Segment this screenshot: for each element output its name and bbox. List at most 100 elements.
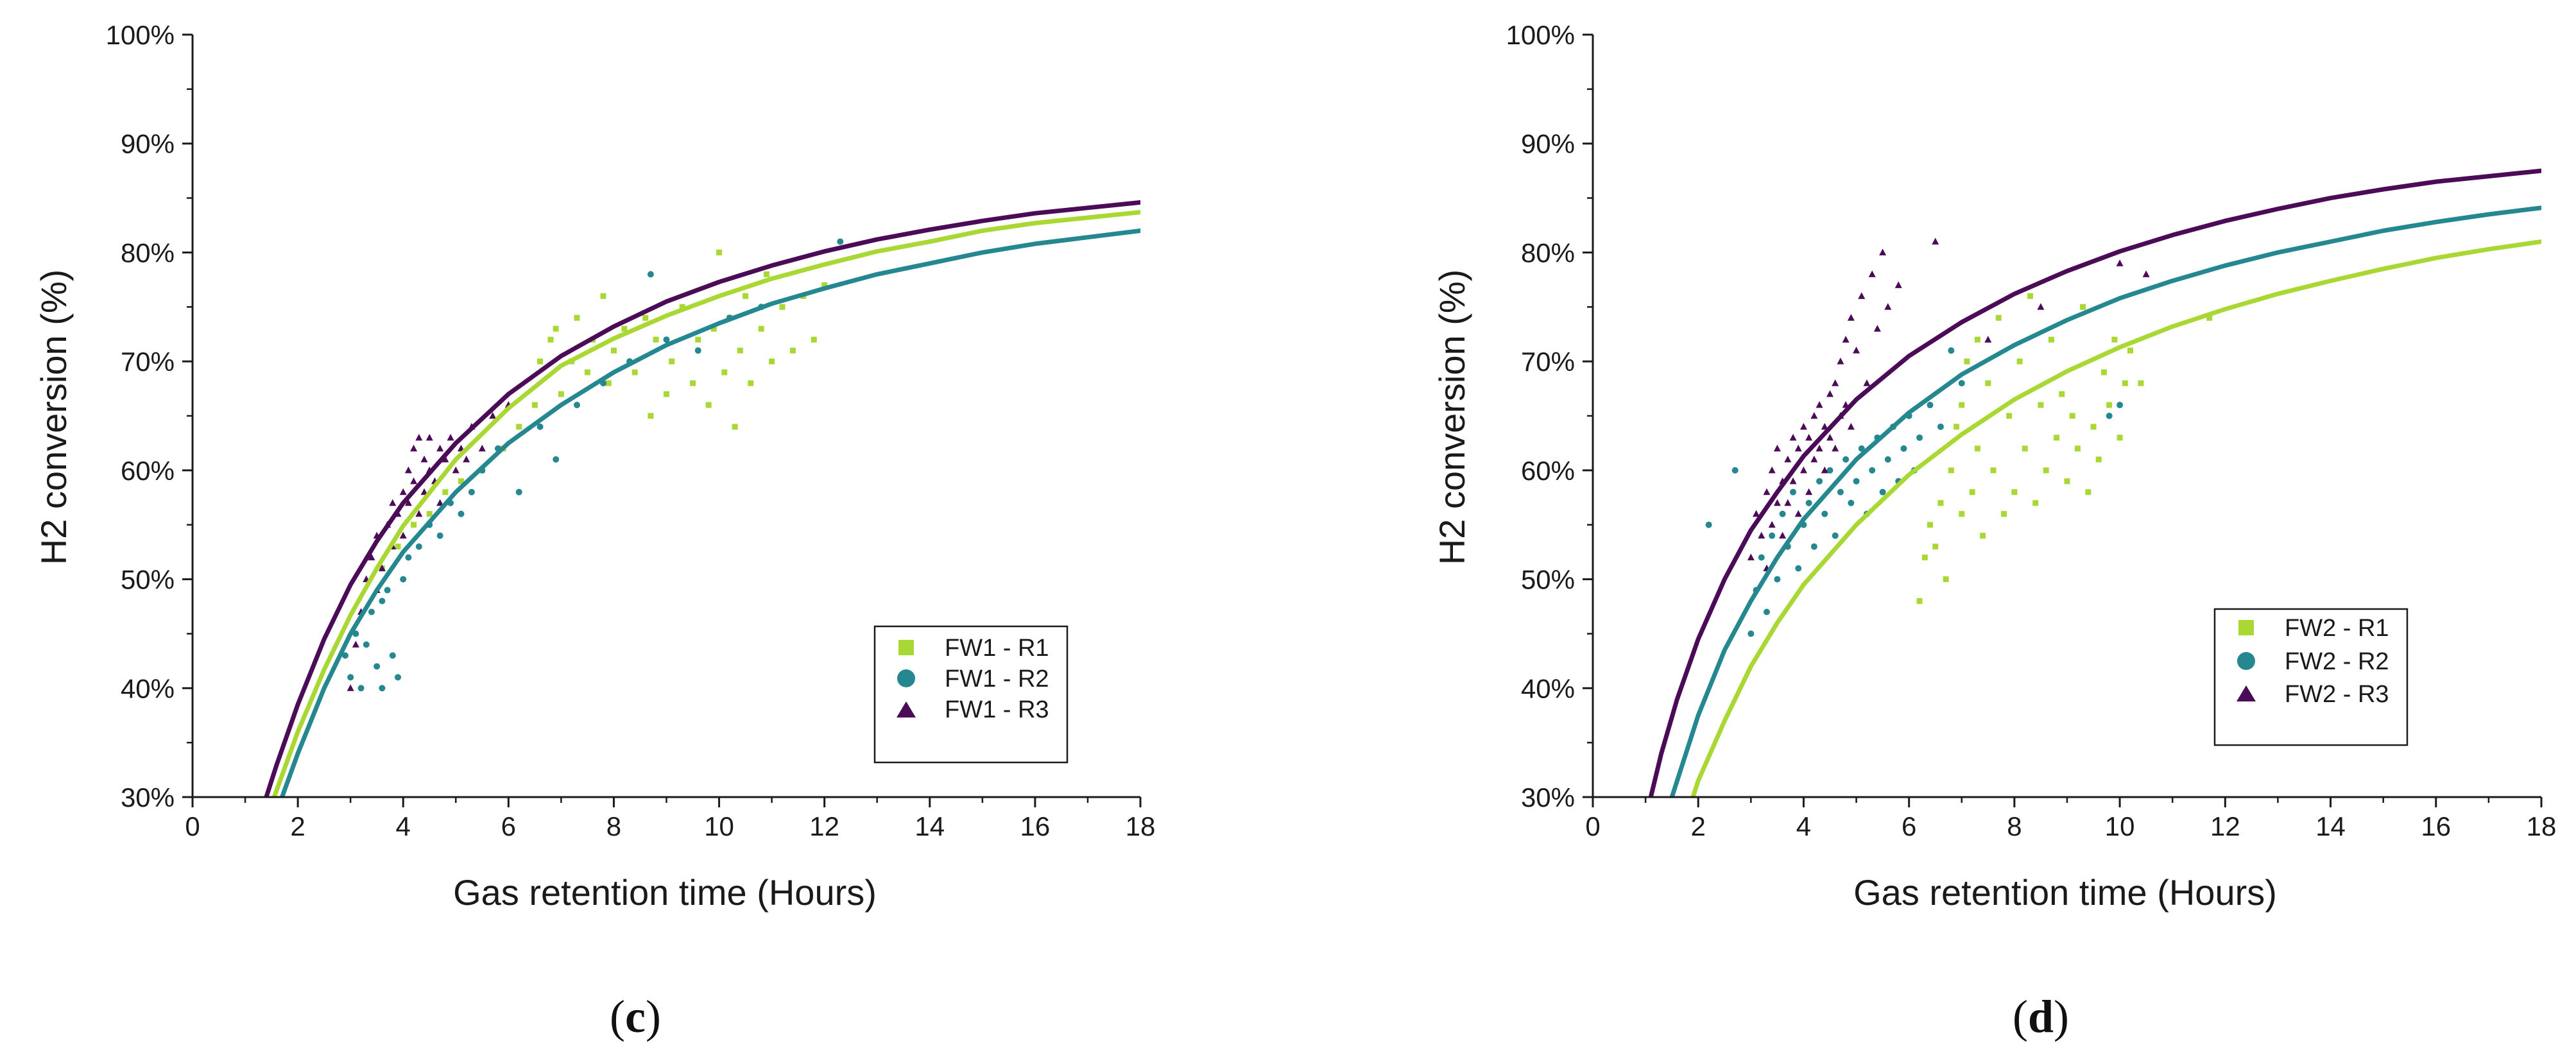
- data-point-fw2-r3: [1863, 379, 1871, 386]
- series-fw1-r1: [379, 249, 828, 572]
- data-point-fw2-r2: [1790, 488, 1797, 495]
- data-point-fw2-r3: [1768, 520, 1776, 528]
- data-point-fw2-r1: [2016, 358, 2023, 365]
- panel-d-chart: 0 2 4 6 8 10 12 14 16 18 30% 40% 50% 60% 70% 80% 90% 100%…: [1432, 20, 2556, 1042]
- data-point-fw2-r2: [1763, 608, 1770, 615]
- data-point-fw1-r2: [368, 608, 375, 615]
- data-point-fw1-r1: [705, 402, 712, 408]
- data-point-fw2-r3: [1799, 466, 1807, 474]
- data-point-fw1-r3: [436, 499, 444, 506]
- data-point-fw2-r1: [2106, 402, 2113, 408]
- y-tick-label: 30%: [1521, 782, 1575, 812]
- data-point-fw1-r1: [758, 325, 764, 332]
- data-point-fw2-r1: [2059, 391, 2065, 397]
- data-point-fw2-r1: [1927, 522, 1934, 528]
- x-tick-label: 14: [914, 811, 945, 841]
- data-point-fw2-r2: [2117, 402, 2124, 409]
- data-point-fw2-r3: [1773, 499, 1781, 506]
- data-point-fw1-r1: [732, 424, 738, 430]
- x-tick-label: 10: [704, 811, 734, 841]
- data-point-fw2-r3: [1879, 248, 1887, 255]
- data-point-fw2-r1: [2043, 467, 2049, 474]
- data-point-fw1-r2: [357, 685, 365, 692]
- data-point-fw2-r2: [1916, 434, 1923, 441]
- panel-c-legend: FW1 - R1 FW1 - R2 FW1 - R3: [873, 625, 1069, 764]
- data-point-fw2-r1: [2090, 424, 2097, 430]
- data-point-fw1-r1: [737, 347, 743, 354]
- data-point-fw1-r1: [690, 380, 696, 386]
- data-point-fw1-r2: [400, 576, 407, 583]
- x-tick-label: 6: [501, 811, 516, 841]
- data-point-fw1-r3: [420, 455, 428, 463]
- data-point-fw1-r1: [743, 293, 749, 299]
- data-point-fw1-r3: [347, 684, 354, 691]
- data-point-fw2-r3: [1826, 433, 1833, 441]
- data-point-fw2-r1: [2117, 434, 2123, 441]
- data-point-fw2-r3: [1847, 422, 1855, 430]
- data-point-fw1-r1: [458, 478, 464, 485]
- data-point-fw2-r2: [1769, 532, 1776, 539]
- data-point-fw1-r3: [352, 640, 359, 648]
- data-point-fw2-r3: [1768, 466, 1776, 474]
- data-point-fw2-r2: [1900, 445, 1907, 452]
- data-point-fw2-r3: [1821, 422, 1828, 430]
- data-point-fw2-r3: [1810, 412, 1818, 419]
- panel-d-caption: (d): [2013, 991, 2069, 1042]
- data-point-fw2-r1: [2048, 336, 2054, 343]
- data-point-fw2-r2: [1779, 510, 1786, 517]
- data-point-fw1-r3: [425, 433, 433, 441]
- panel-d-legend: FW2 - R1 FW2 - R2 FW2 - R3: [2213, 608, 2409, 746]
- data-point-fw2-r1: [2127, 347, 2134, 354]
- y-tick-label: 40%: [121, 673, 175, 703]
- data-point-fw2-r3: [1837, 357, 1844, 365]
- data-point-fw2-r2: [1821, 510, 1828, 517]
- data-point-fw2-r3: [1847, 314, 1855, 321]
- data-point-fw2-r2: [1747, 630, 1755, 637]
- data-point-fw1-r3: [410, 477, 418, 485]
- data-point-fw2-r3: [1805, 488, 1813, 495]
- data-point-fw2-r2: [1884, 456, 1891, 463]
- data-point-fw1-r1: [558, 391, 564, 397]
- panel-c-axes: 0 2 4 6 8 10 12 14 16 18 30% 40% 50% 60% 70% 80% 90% 100%: [106, 20, 1156, 841]
- data-point-fw2-r3: [1932, 237, 1939, 245]
- data-point-fw1-r1: [537, 358, 544, 365]
- data-point-fw1-r2: [341, 652, 348, 659]
- x-tick-label: 4: [1796, 811, 1811, 841]
- y-tick-label: 90%: [121, 129, 175, 159]
- x-tick-label: 6: [1902, 811, 1916, 841]
- data-point-fw2-r3: [1794, 510, 1802, 517]
- data-point-fw2-r3: [1805, 433, 1813, 441]
- data-point-fw1-r1: [605, 380, 612, 386]
- panel-d-y-axis-title: H2 conversion (%): [1432, 270, 1472, 565]
- data-point-fw2-r3: [1821, 466, 1828, 474]
- data-point-fw2-r1: [2095, 456, 2102, 463]
- data-point-fw1-r2: [574, 402, 581, 409]
- data-point-fw1-r1: [395, 544, 401, 550]
- data-point-fw2-r1: [2011, 489, 2018, 495]
- data-point-fw2-r3: [1784, 455, 1792, 463]
- data-point-fw2-r2: [1731, 467, 1739, 474]
- data-point-fw2-r1: [2022, 445, 2028, 452]
- data-point-fw2-r2: [1758, 554, 1765, 561]
- data-point-fw1-r1: [610, 347, 617, 354]
- data-point-fw2-r2: [1937, 423, 1944, 430]
- data-point-fw2-r2: [1832, 532, 1839, 539]
- y-tick-label: 30%: [121, 782, 175, 812]
- data-point-fw2-r3: [1794, 444, 1802, 452]
- data-point-fw1-r3: [378, 564, 386, 572]
- y-tick-label: 40%: [1521, 673, 1575, 703]
- panel-d-plot-area: [1648, 168, 2541, 797]
- data-point-fw1-r2: [415, 543, 422, 550]
- data-point-fw2-r3: [1789, 477, 1797, 485]
- data-point-fw1-r3: [404, 499, 412, 506]
- data-point-fw2-r1: [1974, 445, 1980, 452]
- data-point-fw1-r3: [415, 510, 423, 517]
- data-point-fw1-r3: [399, 488, 407, 495]
- data-point-fw2-r3: [1747, 553, 1755, 561]
- data-point-fw1-r1: [648, 413, 654, 419]
- legend-label-fw1-r2: FW1 - R2: [945, 666, 1049, 692]
- x-tick-label: 18: [2527, 811, 2557, 841]
- legend-marker-fw2-r1: [2238, 620, 2254, 635]
- data-point-fw2-r3: [1763, 488, 1771, 495]
- data-point-fw2-r2: [1958, 380, 1965, 387]
